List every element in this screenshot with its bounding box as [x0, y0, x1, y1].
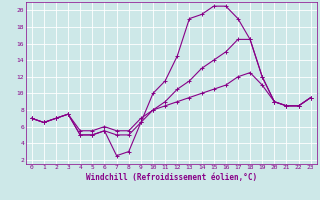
X-axis label: Windchill (Refroidissement éolien,°C): Windchill (Refroidissement éolien,°C) — [86, 173, 257, 182]
